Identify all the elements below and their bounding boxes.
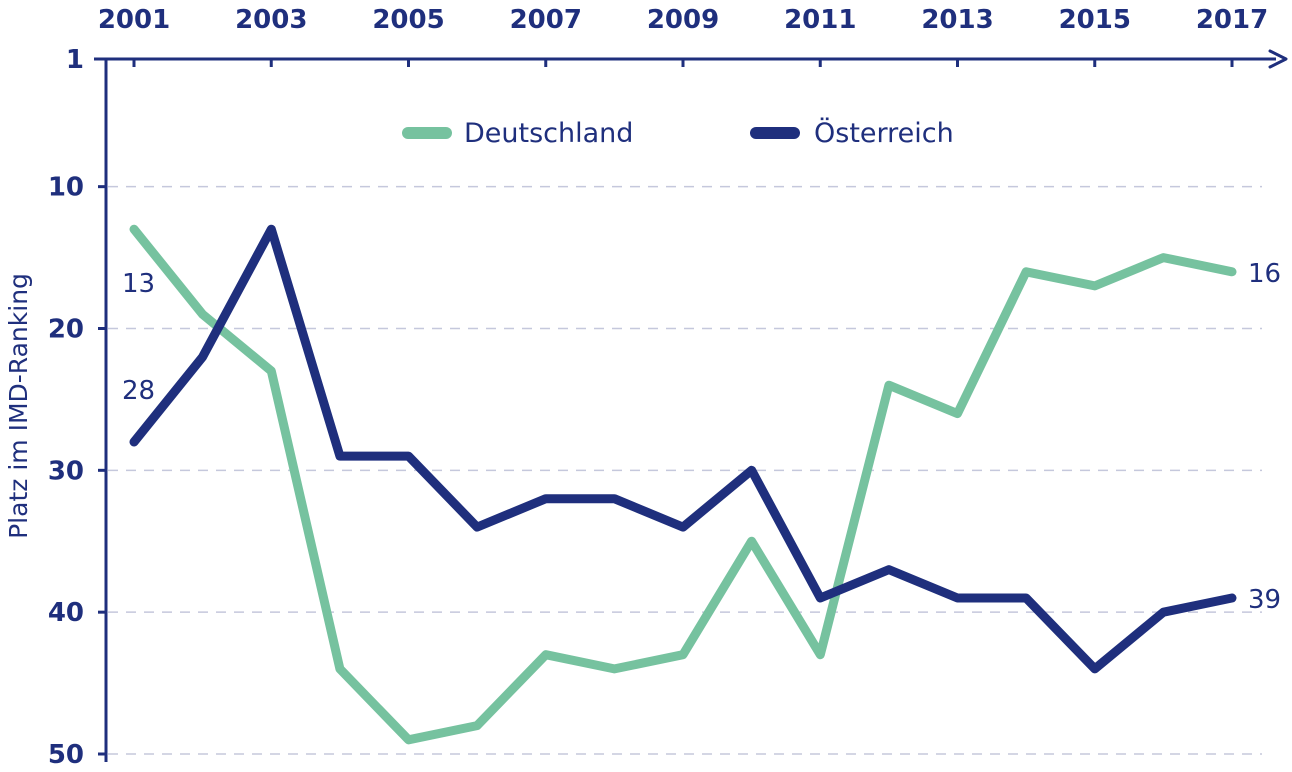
y-tick-label-1: 1	[66, 45, 84, 75]
x-tick-label-2001: 2001	[98, 5, 170, 35]
x-tick-label-2007: 2007	[510, 5, 582, 35]
value-label-end-2: 16	[1248, 259, 1281, 289]
y-tick-label-30: 30	[48, 456, 84, 486]
series-line-deutschland	[129, 224, 1237, 745]
series-line-oesterreich	[129, 224, 1237, 674]
series-lines	[129, 224, 1237, 745]
grid-lines	[108, 185, 1262, 755]
x-tick-label-2009: 2009	[647, 5, 719, 35]
y-tick-label-20: 20	[48, 314, 84, 344]
value-label-start-1: 28	[122, 376, 155, 406]
legend: Deutschland Österreich	[402, 117, 954, 149]
value-label-start-0: 13	[122, 269, 155, 299]
x-tick-label-2011: 2011	[784, 5, 856, 35]
legend-label-0: Deutschland	[464, 118, 633, 149]
x-axis-arrow	[1268, 49, 1288, 69]
x-tick-label-2003: 2003	[235, 5, 307, 35]
x-tick-label-2015: 2015	[1059, 5, 1131, 35]
x-tick-label-2013: 2013	[921, 5, 993, 35]
y-axis-title: Platz im IMD-Ranking	[4, 273, 33, 539]
y-tick-label-40: 40	[48, 598, 84, 628]
x-tick-label-2005: 2005	[372, 5, 444, 35]
annotations: 13 28 16 39	[122, 259, 1281, 615]
x-tick-label-2017: 2017	[1196, 5, 1268, 35]
axes: 1 10 20 30 40 50 2001 2003 2005 2007 2009 2011 2013 2…	[48, 5, 1288, 770]
legend-label-1: Österreich	[814, 117, 954, 149]
value-label-end-3: 39	[1248, 585, 1281, 615]
y-tick-label-50: 50	[48, 740, 84, 770]
y-tick-label-10: 10	[48, 173, 84, 203]
